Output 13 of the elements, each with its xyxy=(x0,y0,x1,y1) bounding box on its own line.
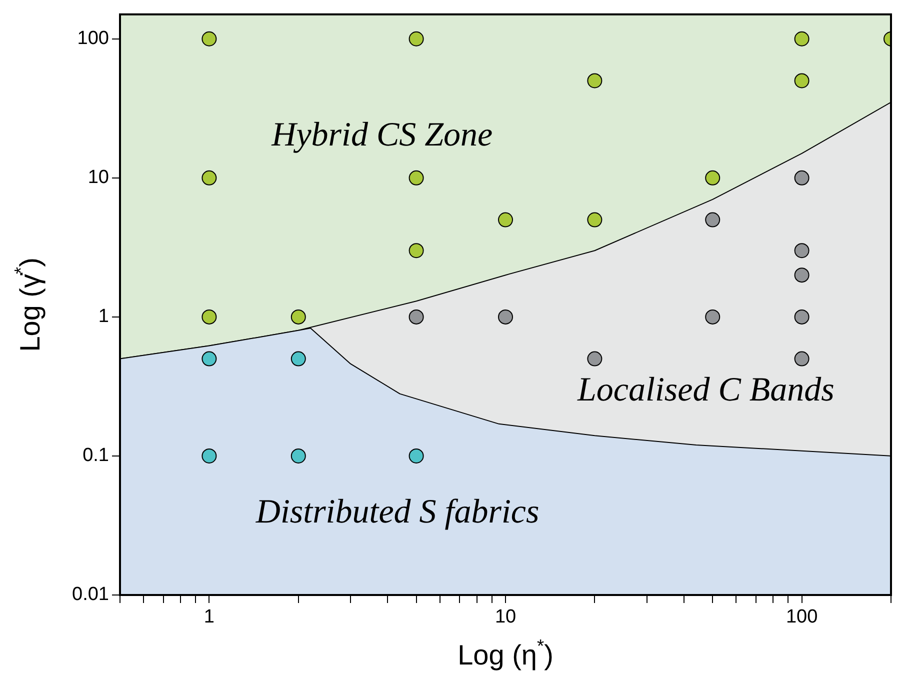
x-axis-title: Log (η*) xyxy=(458,636,554,671)
y-tick-label: 1 xyxy=(98,306,109,328)
y-tick-label: 10 xyxy=(88,167,109,188)
y-axis-title: Log (γ̇*) xyxy=(11,258,46,352)
annotation: Localised C Bands xyxy=(576,372,834,409)
y-tick-label: 0.01 xyxy=(72,584,109,606)
y-tick-label: 0.1 xyxy=(82,445,109,466)
x-tick-label: 1 xyxy=(204,606,214,628)
annotation: Distributed S fabrics xyxy=(254,494,540,531)
x-tick-label: 100 xyxy=(786,606,818,628)
annotation: Hybrid CS Zone xyxy=(270,116,493,154)
y-tick-label: 100 xyxy=(77,28,109,50)
x-tick-label: 10 xyxy=(494,606,516,628)
